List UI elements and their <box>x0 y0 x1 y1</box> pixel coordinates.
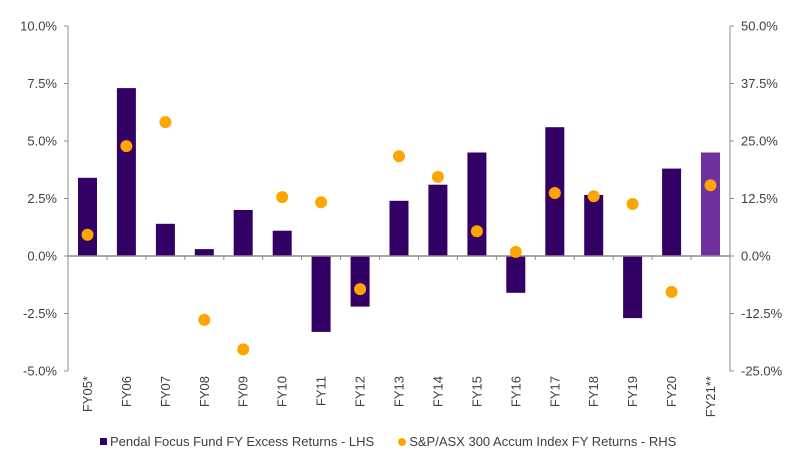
left-axis-label: 5.0% <box>27 134 57 149</box>
category-label: FY10 <box>275 376 290 407</box>
right-axis-label: -12.5% <box>741 306 783 321</box>
legend-label-fund: Pendal Focus Fund FY Excess Returns - LH… <box>110 434 375 449</box>
left-axis-label: 2.5% <box>27 191 57 206</box>
dot-fy10 <box>276 191 289 204</box>
left-axis-label: 0.0% <box>27 249 57 264</box>
bar-fy16 <box>506 256 526 293</box>
dot-fy08 <box>198 313 211 326</box>
scatter-series <box>81 116 717 356</box>
legend-swatch-bar <box>100 438 107 445</box>
legend-item-fund: Pendal Focus Fund FY Excess Returns - LH… <box>100 434 374 449</box>
category-label: FY18 <box>586 376 601 407</box>
category-label: FY16 <box>508 376 523 407</box>
dot-fy07 <box>159 116 172 129</box>
legend: Pendal Focus Fund FY Excess Returns - LH… <box>100 434 676 449</box>
category-label: FY08 <box>197 376 212 407</box>
bar-fy10 <box>272 230 292 256</box>
right-axis-label: 12.5% <box>741 191 778 206</box>
bar-fy05 <box>78 177 97 256</box>
dot-fy20 <box>665 285 678 298</box>
axes <box>64 25 734 372</box>
legend-item-index: S&P/ASX 300 Accum Index FY Returns - RHS <box>398 434 676 449</box>
category-label: FY11 <box>314 376 329 406</box>
category-label: FY20 <box>664 376 679 407</box>
category-labels: FY05* FY06 FY07 FY08 FY09 FY10 FY11 FY12 FY13 FY1… <box>80 376 718 417</box>
right-axis-label: 37.5% <box>741 76 778 91</box>
category-label: FY21** <box>703 376 718 417</box>
dot-fy09 <box>237 343 250 356</box>
dot-fy16 <box>509 245 522 258</box>
bar-fy13 <box>389 200 409 256</box>
bar-fy07 <box>155 223 175 256</box>
category-label: FY17 <box>547 376 562 407</box>
category-label: FY07 <box>158 376 173 407</box>
left-axis-label: 10.0% <box>20 19 57 34</box>
category-label: FY13 <box>392 376 407 407</box>
category-label: FY14 <box>430 376 445 407</box>
dot-fy06 <box>120 140 133 153</box>
dot-fy11 <box>315 196 328 209</box>
legend-label-index: S&P/ASX 300 Accum Index FY Returns - RHS <box>409 434 677 449</box>
left-axis-label: -5.0% <box>23 364 57 379</box>
category-label: FY19 <box>625 376 640 407</box>
right-axis-label: 50.0% <box>741 19 778 34</box>
right-axis-label: 25.0% <box>741 134 778 149</box>
left-axis-label: 7.5% <box>27 76 57 91</box>
left-axis-labels: 10.0% 7.5% 5.0% 2.5% 0.0% -2.5% -5.0% <box>20 19 57 379</box>
dot-fy21 <box>704 179 717 192</box>
bar-fy20 <box>662 168 682 256</box>
dot-fy15 <box>470 225 483 238</box>
category-label: FY06 <box>119 376 134 407</box>
bar-fy18 <box>584 195 604 256</box>
bar-fy11 <box>311 256 331 332</box>
bar-fy21 <box>701 152 720 256</box>
dot-fy12 <box>354 283 367 296</box>
right-axis-label: 0.0% <box>741 249 771 264</box>
category-label: FY12 <box>353 376 368 407</box>
dot-fy18 <box>587 190 600 203</box>
bar-fy19 <box>623 256 643 319</box>
left-axis-label: -2.5% <box>23 306 57 321</box>
bar-fy12 <box>350 256 370 307</box>
category-label: FY15 <box>469 376 484 407</box>
dot-fy17 <box>548 187 561 199</box>
right-axis-label: -25.0% <box>741 364 783 379</box>
right-axis-labels: 50.0% 37.5% 25.0% 12.5% 0.0% -12.5% -25.0% <box>741 19 783 379</box>
bar-fy15 <box>467 152 487 256</box>
bar-fy14 <box>428 184 448 256</box>
dot-fy13 <box>393 150 405 163</box>
dot-fy05 <box>81 228 94 241</box>
category-label: FY05* <box>80 376 95 412</box>
bar-fy08 <box>194 249 214 256</box>
legend-swatch-dot <box>398 437 407 446</box>
dot-fy19 <box>626 198 639 210</box>
dot-fy14 <box>431 170 444 183</box>
bar-fy09 <box>233 210 253 256</box>
bar-fy06 <box>116 88 136 256</box>
bar-series <box>78 88 720 332</box>
category-label: FY09 <box>236 376 251 407</box>
